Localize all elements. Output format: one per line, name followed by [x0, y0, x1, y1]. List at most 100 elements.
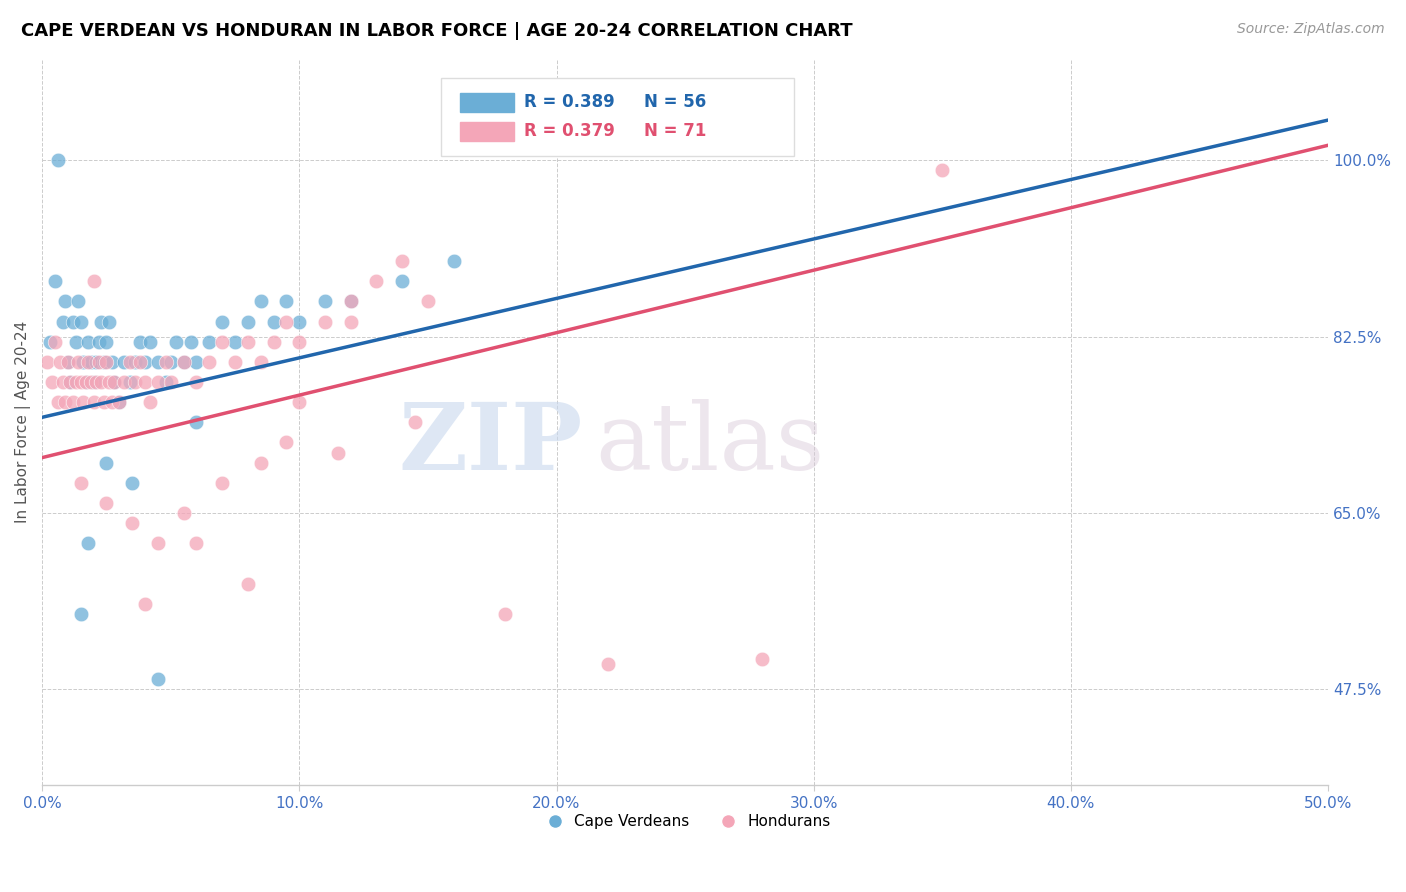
Point	[52, 315, 75, 329]
Text: atlas: atlas	[595, 399, 824, 489]
Point	[69, 475, 91, 490]
Point	[155, 355, 177, 369]
Point	[596, 657, 619, 672]
Point	[69, 375, 91, 389]
Point	[391, 254, 413, 268]
Point	[288, 315, 311, 329]
Point	[339, 294, 361, 309]
Point	[67, 294, 90, 309]
Point	[134, 375, 156, 389]
Legend: Cape Verdeans, Hondurans: Cape Verdeans, Hondurans	[533, 808, 837, 836]
Point	[198, 334, 221, 349]
Point	[931, 163, 953, 178]
Point	[416, 294, 439, 309]
Point	[314, 294, 336, 309]
Point	[93, 355, 115, 369]
Point	[112, 355, 135, 369]
Point	[128, 334, 150, 349]
Point	[69, 315, 91, 329]
Point	[443, 254, 465, 268]
Point	[112, 375, 135, 389]
Point	[37, 355, 59, 369]
Point	[83, 375, 105, 389]
Point	[173, 355, 195, 369]
Point	[751, 652, 773, 666]
Point	[56, 355, 79, 369]
Point	[263, 334, 285, 349]
Text: ZIP: ZIP	[398, 399, 582, 489]
Point	[84, 355, 107, 369]
Point	[98, 375, 121, 389]
Point	[288, 334, 311, 349]
Point	[49, 355, 72, 369]
Point	[186, 375, 208, 389]
Point	[62, 315, 84, 329]
Point	[108, 395, 131, 409]
Text: N = 56: N = 56	[644, 94, 706, 112]
Point	[83, 274, 105, 288]
Point	[96, 355, 118, 369]
Point	[155, 375, 177, 389]
Point	[65, 334, 87, 349]
Point	[80, 375, 103, 389]
Point	[276, 315, 298, 329]
Y-axis label: In Labor Force | Age 20-24: In Labor Force | Age 20-24	[15, 321, 31, 524]
Point	[366, 274, 388, 288]
Point	[146, 536, 169, 550]
Point	[46, 395, 69, 409]
Point	[100, 395, 122, 409]
Point	[391, 274, 413, 288]
Point	[159, 355, 181, 369]
Point	[80, 355, 103, 369]
Point	[339, 315, 361, 329]
Point	[186, 536, 208, 550]
Point	[404, 415, 426, 429]
Point	[326, 445, 349, 459]
Text: R = 0.389: R = 0.389	[524, 94, 614, 112]
Point	[173, 506, 195, 520]
Point	[59, 375, 82, 389]
Point	[108, 395, 131, 409]
Point	[77, 536, 100, 550]
Point	[224, 334, 246, 349]
Point	[128, 355, 150, 369]
Point	[211, 475, 233, 490]
Point	[93, 395, 115, 409]
Point	[53, 294, 76, 309]
Point	[134, 597, 156, 611]
Text: CAPE VERDEAN VS HONDURAN IN LABOR FORCE | AGE 20-24 CORRELATION CHART: CAPE VERDEAN VS HONDURAN IN LABOR FORCE …	[21, 22, 852, 40]
Point	[224, 355, 246, 369]
Point	[103, 375, 125, 389]
Point	[211, 315, 233, 329]
Point	[96, 496, 118, 510]
Point	[118, 375, 141, 389]
Point	[77, 334, 100, 349]
Point	[118, 355, 141, 369]
Point	[186, 415, 208, 429]
FancyBboxPatch shape	[460, 93, 515, 112]
Text: R = 0.379: R = 0.379	[524, 122, 616, 140]
Point	[236, 576, 259, 591]
Point	[124, 355, 146, 369]
FancyBboxPatch shape	[440, 78, 794, 156]
FancyBboxPatch shape	[460, 122, 515, 141]
Point	[276, 435, 298, 450]
Point	[83, 395, 105, 409]
Point	[180, 334, 202, 349]
Point	[90, 375, 112, 389]
Text: Source: ZipAtlas.com: Source: ZipAtlas.com	[1237, 22, 1385, 37]
Point	[339, 294, 361, 309]
Point	[100, 355, 122, 369]
Point	[69, 607, 91, 621]
Point	[53, 395, 76, 409]
Point	[67, 355, 90, 369]
Point	[77, 355, 100, 369]
Point	[72, 395, 94, 409]
Point	[249, 294, 271, 309]
Point	[134, 355, 156, 369]
Point	[38, 334, 60, 349]
Point	[263, 315, 285, 329]
Point	[139, 395, 162, 409]
Point	[173, 355, 195, 369]
Point	[146, 355, 169, 369]
